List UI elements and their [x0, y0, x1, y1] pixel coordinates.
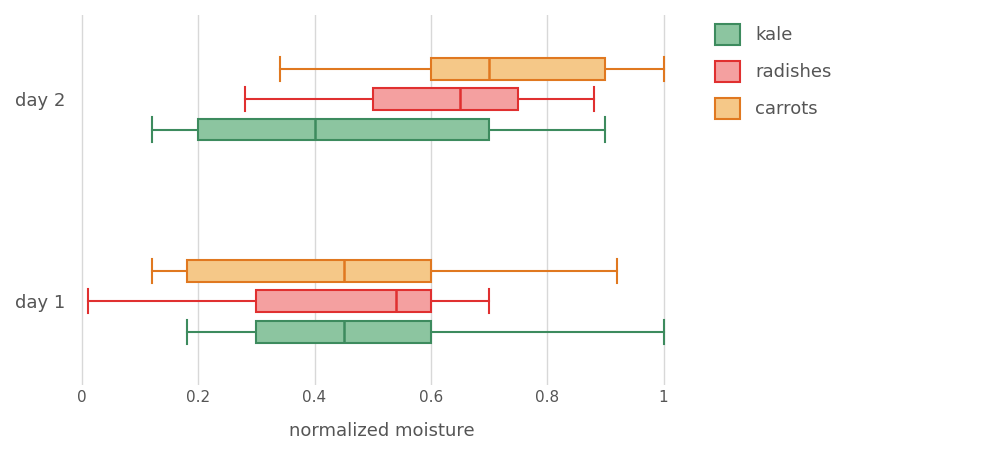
- Bar: [256, 290, 431, 312]
- Legend: kale, radishes, carrots: kale, radishes, carrots: [708, 17, 838, 126]
- X-axis label: normalized moisture: normalized moisture: [289, 422, 474, 440]
- Bar: [373, 88, 518, 110]
- Bar: [187, 260, 431, 282]
- Bar: [198, 119, 489, 141]
- Bar: [431, 58, 605, 80]
- Bar: [256, 321, 431, 343]
